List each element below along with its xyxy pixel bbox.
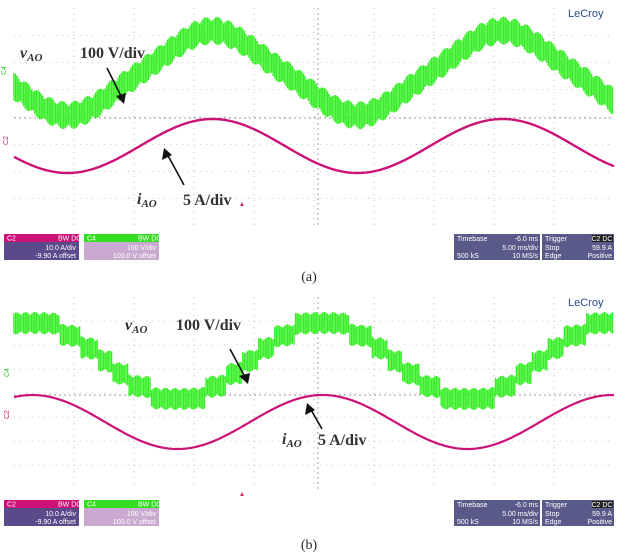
c2-box-line2: -9.90 A offset bbox=[35, 519, 76, 526]
timebase-srate: 10 MS/s bbox=[512, 519, 538, 526]
trigger-mode: Stop bbox=[545, 511, 560, 518]
timebase-samples: 500 kS bbox=[457, 253, 479, 260]
current-arrow bbox=[165, 151, 185, 186]
c4-box-name: C4 bbox=[87, 502, 96, 509]
caption-b: (b) bbox=[300, 538, 318, 553]
scope-screen-a: LeCroy C4 C2 vAO 100 V/div iAO 5 A/div C… bbox=[0, 0, 618, 268]
c2-box-tag: BW DC bbox=[58, 236, 81, 243]
c2-box-line1: 10.0 A/div bbox=[45, 245, 76, 252]
traces-a bbox=[13, 16, 615, 175]
c2-box-line2: -9.90 A offset bbox=[35, 253, 76, 260]
voltage-arrowhead bbox=[116, 93, 126, 104]
current-scale-label: 5 A/div bbox=[318, 432, 366, 449]
voltage-trace bbox=[13, 16, 614, 130]
c2-box-line1: 10.0 A/div bbox=[45, 511, 76, 518]
c2-box-header bbox=[4, 500, 79, 508]
current-arrowhead bbox=[305, 403, 315, 415]
timebase-title: Timebase bbox=[457, 236, 488, 243]
c4-box-line2: 100.0 V offset bbox=[113, 253, 156, 260]
c4-box-body bbox=[84, 242, 159, 260]
trigger-type: Edge bbox=[545, 253, 561, 260]
voltage-arrowhead bbox=[239, 373, 250, 384]
oscilloscope-panel-a: LeCroy C4 C2 vAO 100 V/div iAO 5 A/div C… bbox=[0, 0, 618, 268]
brand-logo: LeCroy bbox=[568, 297, 604, 309]
trigger-level: 59.9 A bbox=[592, 511, 612, 518]
c4-box-body bbox=[84, 508, 159, 526]
c2-channel-tag: C2 bbox=[3, 136, 10, 145]
current-label-symbol: iAO bbox=[137, 191, 157, 210]
timebase-rate: 5.00 ms/div bbox=[502, 511, 538, 518]
timebase-rate: 5.00 ms/div bbox=[502, 245, 538, 252]
trigger-ch: C2 DC bbox=[591, 502, 612, 509]
voltage-scale-label: 100 V/div bbox=[176, 317, 241, 334]
c2-box-header bbox=[4, 234, 79, 242]
current-trace bbox=[13, 393, 615, 451]
c4-box-tag: BW DC bbox=[138, 502, 161, 509]
c4-channel-tag: C4 bbox=[4, 368, 11, 377]
trigger-level: 59.9 A bbox=[592, 245, 612, 252]
trigger-slope: Positive bbox=[587, 519, 612, 526]
voltage-label-symbol: vAO bbox=[20, 45, 42, 64]
trigger-marker bbox=[240, 492, 244, 496]
c4-box-header bbox=[84, 234, 159, 242]
trigger-ch: C2 DC bbox=[591, 236, 612, 243]
c4-channel-tag: C4 bbox=[1, 66, 8, 75]
timebase-box bbox=[454, 234, 540, 260]
c4-box-line1: 100 V/div bbox=[127, 511, 157, 518]
trigger-ch-badge bbox=[592, 501, 613, 508]
timebase-box bbox=[454, 500, 540, 526]
c2-box-body bbox=[4, 242, 79, 260]
trigger-title: Trigger bbox=[545, 236, 568, 243]
voltage-scale-label: 100 V/div bbox=[80, 45, 145, 62]
voltage-trace bbox=[13, 312, 614, 410]
c4-box-name: C4 bbox=[87, 236, 96, 243]
current-scale-label: 5 A/div bbox=[183, 192, 231, 209]
c2-box-tag: BW DC bbox=[58, 502, 81, 509]
c2-box-name: C2 bbox=[7, 236, 16, 243]
current-arrowhead bbox=[162, 148, 172, 160]
traces-b bbox=[13, 312, 615, 451]
trigger-marker bbox=[240, 202, 244, 206]
c4-box-line1: 100 V/div bbox=[127, 245, 157, 252]
timebase-offset: -6.0 ms bbox=[515, 502, 539, 509]
brand-logo: LeCroy bbox=[568, 8, 604, 20]
c2-box-name: C2 bbox=[7, 502, 16, 509]
voltage-arrow bbox=[229, 348, 247, 380]
trigger-title: Trigger bbox=[545, 502, 568, 509]
trigger-ch-badge bbox=[592, 235, 613, 242]
c4-box-header bbox=[84, 500, 159, 508]
c4-box-line2: 100.0 V offset bbox=[113, 519, 156, 526]
timebase-title: Timebase bbox=[457, 502, 488, 509]
trigger-mode: Stop bbox=[545, 245, 560, 252]
grid-b bbox=[14, 297, 614, 489]
scope-screen-b: LeCroy C4 C2 vAO 100 V/div iAO 5 A/div C… bbox=[0, 289, 618, 537]
timebase-offset: -6.0 ms bbox=[515, 236, 539, 243]
current-label-symbol: iAO bbox=[282, 431, 302, 450]
current-trace bbox=[13, 117, 615, 175]
voltage-label-symbol: vAO bbox=[125, 317, 147, 336]
timebase-srate: 10 MS/s bbox=[512, 253, 538, 260]
c2-box-body bbox=[4, 508, 79, 526]
trigger-slope: Positive bbox=[587, 253, 612, 260]
caption-a: (a) bbox=[301, 270, 317, 285]
timebase-samples: 500 kS bbox=[457, 519, 479, 526]
oscilloscope-panel-b: LeCroy C4 C2 vAO 100 V/div iAO 5 A/div C… bbox=[0, 289, 618, 537]
trigger-type: Edge bbox=[545, 519, 561, 526]
c2-channel-tag: C2 bbox=[4, 410, 11, 419]
c4-box-tag: BW DC bbox=[138, 236, 161, 243]
